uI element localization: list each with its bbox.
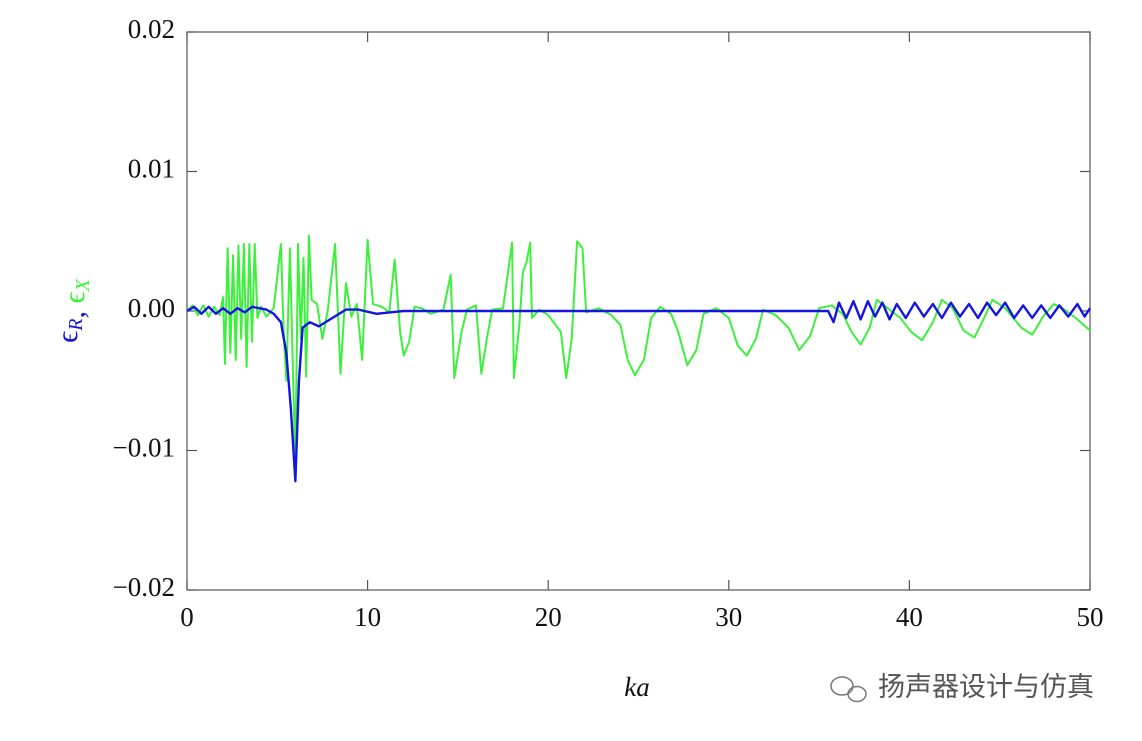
watermark-icon	[847, 685, 867, 703]
y-tick-label: −0.02	[113, 572, 175, 602]
y-axis-label-part: ,	[58, 304, 91, 319]
x-axis-label: ka	[624, 672, 649, 702]
y-axis-label-subscript: R	[65, 319, 87, 332]
y-axis-label-part: ϵ	[58, 291, 91, 303]
x-tick-label: 0	[180, 602, 194, 632]
y-tick-label: 0.02	[128, 14, 175, 44]
watermark: 扬声器设计与仿真	[830, 672, 1094, 703]
x-tick-label: 40	[896, 602, 923, 632]
watermark-text: 扬声器设计与仿真	[878, 672, 1094, 702]
x-tick-label: 20	[535, 602, 562, 632]
y-axis-label: ϵR, ϵX	[51, 278, 94, 343]
y-tick-label: −0.01	[113, 433, 175, 463]
y-axis-label-part: ϵ	[51, 331, 84, 343]
y-axis-label-subscript: X	[72, 278, 94, 292]
data-line	[186, 234, 1091, 466]
watermark-icon	[830, 676, 854, 696]
x-tick-label: 50	[1077, 602, 1104, 632]
x-tick-label: 30	[715, 602, 742, 632]
y-tick-label: 0.00	[128, 293, 175, 323]
data-line	[186, 300, 1092, 483]
y-tick-label: 0.01	[128, 154, 175, 184]
x-tick-label: 10	[354, 602, 381, 632]
